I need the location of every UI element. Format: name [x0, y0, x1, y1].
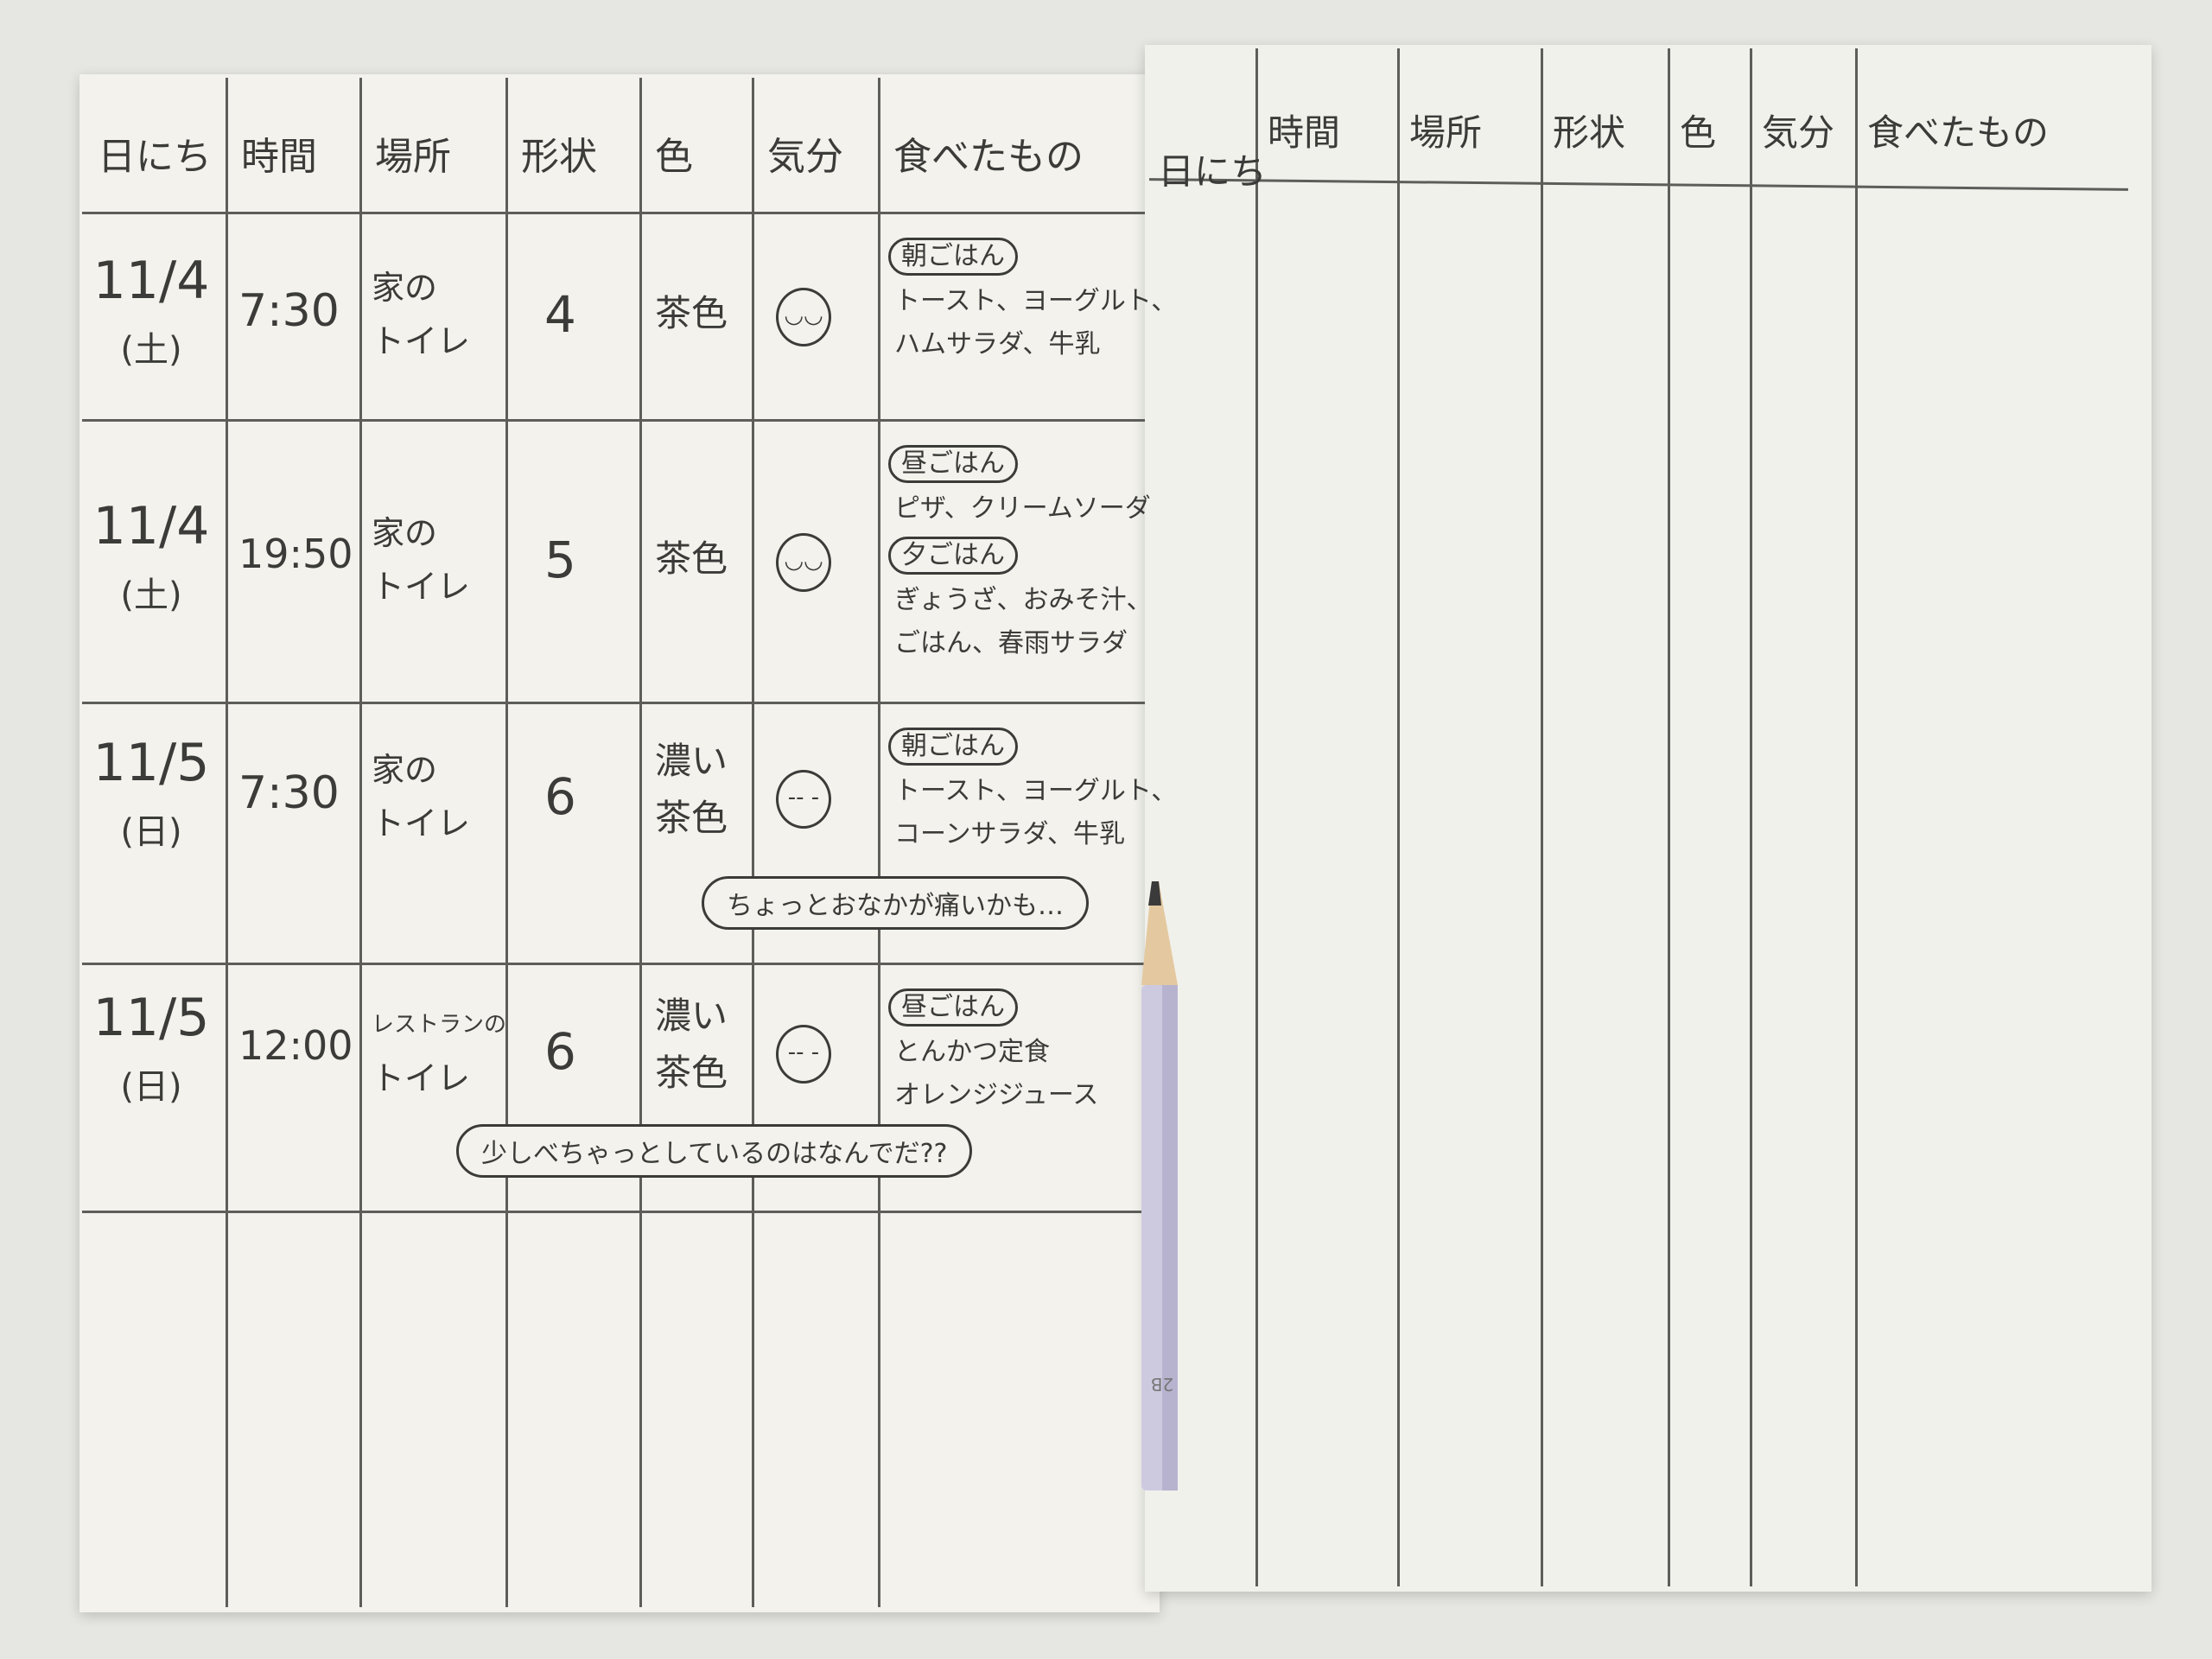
- entry-weekday: (土): [120, 330, 182, 370]
- entry-place: 家の: [372, 751, 438, 789]
- column-header: 気分: [767, 135, 843, 179]
- row-divider: [82, 1211, 1145, 1213]
- food-item: ピザ、クリームソーダ: [894, 493, 1151, 524]
- entry-place: レストランの: [372, 1011, 507, 1038]
- neutral-face-icon: -- -: [776, 1024, 831, 1084]
- meal-label: 朝ごはん: [888, 238, 1018, 276]
- left-page: [79, 74, 1160, 1612]
- meal-label: 昼ごはん: [888, 988, 1018, 1027]
- meal-badge: 朝ごはん: [888, 728, 1018, 766]
- food-item: コーンサラダ、牛乳: [894, 819, 1125, 849]
- column-divider: [878, 78, 880, 1607]
- entry-weekday: (日): [120, 1066, 182, 1107]
- column-header: 時間: [1268, 111, 1341, 154]
- comment-bubble: ちょっとおなかが痛いかも…: [702, 876, 1089, 930]
- food-item: トースト、ヨーグルト、: [894, 776, 1178, 806]
- entry-date: 11/4: [92, 495, 210, 556]
- column-divider: [359, 78, 362, 1607]
- food-item: ごはん、春雨サラダ: [894, 628, 1128, 658]
- column-divider: [226, 78, 228, 1607]
- entry-shape: 5: [544, 530, 576, 589]
- entry-shape: 6: [544, 767, 576, 826]
- column-divider: [1397, 48, 1400, 1586]
- entry-date: 11/5: [92, 733, 210, 793]
- entry-color: 茶色: [655, 292, 728, 334]
- meal-badge: 朝ごはん: [888, 238, 1018, 276]
- entry-place: 家の: [372, 269, 438, 307]
- column-header: 場所: [1409, 111, 1483, 154]
- entry-color: 濃い: [655, 994, 728, 1037]
- comment-bubble: 少しべちゃっとしているのはなんでだ??: [456, 1124, 973, 1178]
- row-divider: [82, 702, 1145, 704]
- column-divider: [639, 78, 642, 1607]
- smile-face-icon: ◡◡: [776, 288, 831, 346]
- entry-date: 11/5: [92, 987, 210, 1048]
- entry-color: 茶色: [655, 1051, 728, 1094]
- entry-weekday: (土): [120, 575, 182, 615]
- meal-badge: 昼ごはん: [888, 445, 1018, 483]
- food-item: オレンジジュース: [894, 1080, 1099, 1110]
- entry-place: トイレ: [372, 322, 471, 360]
- entry-place: トイレ: [372, 567, 471, 606]
- right-page: [1145, 45, 2152, 1592]
- row-divider: [82, 963, 1145, 965]
- column-header: 食べたもの: [1867, 111, 2050, 154]
- column-header: 日にち: [1158, 150, 1268, 193]
- food-item: とんかつ定食: [894, 1037, 1050, 1067]
- column-header: 時間: [241, 135, 317, 179]
- row-divider: [82, 419, 1145, 422]
- column-divider: [752, 78, 754, 1607]
- entry-color: 濃い: [655, 740, 728, 782]
- column-header: 日にち: [98, 135, 212, 179]
- column-header: 気分: [1762, 111, 1835, 154]
- meal-badge: 夕ごはん: [888, 537, 1018, 575]
- entry-time: 7:30: [238, 767, 340, 819]
- entry-time: 12:00: [238, 1021, 353, 1069]
- row-divider: [82, 212, 1145, 214]
- column-header: 食べたもの: [893, 135, 1084, 179]
- column-header: 形状: [521, 135, 597, 179]
- smile-face-icon: ◡◡: [776, 532, 831, 592]
- entry-time: 7:30: [238, 285, 340, 337]
- food-item: トースト、ヨーグルト、: [894, 286, 1178, 316]
- entry-shape: 4: [544, 285, 576, 344]
- entry-color: 茶色: [655, 537, 728, 580]
- column-header: 形状: [1553, 111, 1626, 154]
- column-header: 色: [655, 135, 693, 179]
- column-divider: [1541, 48, 1543, 1586]
- entry-place: 家の: [372, 513, 438, 552]
- entry-color: 茶色: [655, 797, 728, 839]
- food-item: ぎょうざ、おみそ汁、: [894, 585, 1153, 615]
- meal-badge: 昼ごはん: [888, 988, 1018, 1027]
- pencil: 2B: [1136, 881, 1190, 1495]
- food-item: ハムサラダ、牛乳: [894, 329, 1101, 359]
- meal-label: 朝ごはん: [888, 728, 1018, 766]
- column-header: 場所: [375, 135, 451, 179]
- pencil-label: 2B: [1151, 1374, 1173, 1395]
- column-divider: [1255, 48, 1258, 1586]
- entry-date: 11/4: [92, 251, 210, 311]
- meal-label: 夕ごはん: [888, 537, 1018, 575]
- entry-shape: 6: [544, 1021, 576, 1081]
- column-divider: [1855, 48, 1858, 1586]
- entry-weekday: (日): [120, 812, 182, 852]
- meal-label: 昼ごはん: [888, 445, 1018, 483]
- entry-place: トイレ: [372, 804, 471, 842]
- entry-time: 19:50: [238, 530, 353, 577]
- entry-place: トイレ: [372, 1058, 471, 1097]
- column-header: 色: [1680, 111, 1717, 154]
- neutral-face-icon: -- -: [776, 770, 831, 829]
- column-divider: [505, 78, 508, 1607]
- column-divider: [1750, 48, 1752, 1586]
- column-divider: [1668, 48, 1670, 1586]
